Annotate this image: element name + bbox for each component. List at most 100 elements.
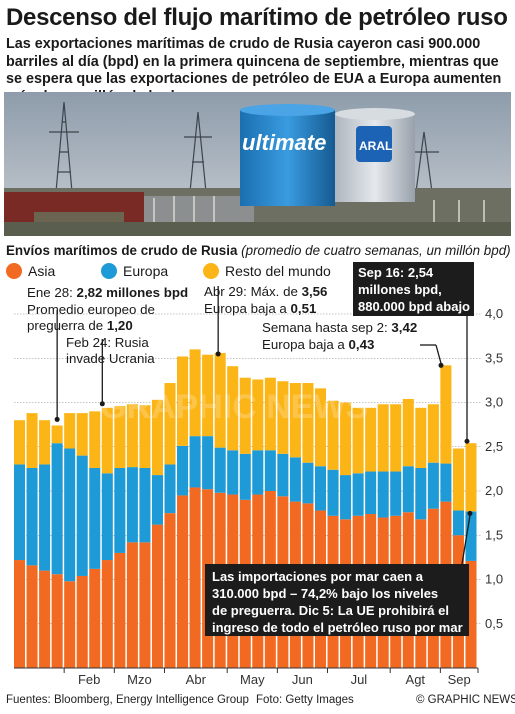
page-title: Descenso del flujo marítimo de petróleo … <box>6 4 508 31</box>
bar-europa <box>264 450 276 491</box>
bar-resto <box>264 377 276 451</box>
bar-europa <box>189 436 201 488</box>
bar-resto <box>139 405 151 468</box>
refinery-photo: ultimate ARAL <box>4 92 511 236</box>
annotation-dot <box>467 510 473 516</box>
bar-europa <box>39 464 51 571</box>
y-tick-label: 0,5 <box>485 616 503 631</box>
annotation-jan28-line3: preguerra de 1,20 <box>27 318 133 333</box>
bar-asia <box>14 560 26 668</box>
bar-asia <box>64 581 76 668</box>
bar-europa <box>164 464 176 514</box>
bar-europa <box>139 467 151 543</box>
x-month-label: Feb <box>78 672 100 687</box>
bar-resto <box>415 407 427 468</box>
bar-europa <box>277 453 289 497</box>
y-tick-label: 2,5 <box>485 439 503 454</box>
bar-europa <box>390 471 402 516</box>
y-tick-label: 1,5 <box>485 527 503 542</box>
bar-europa <box>64 448 76 582</box>
legend-swatch-resto <box>203 263 219 279</box>
bar-resto <box>365 407 377 472</box>
bar-europa <box>101 473 113 561</box>
bar-resto <box>327 400 339 470</box>
legend-label-resto: Resto del mundo <box>225 263 331 279</box>
annotation-dot <box>99 401 105 407</box>
annotation-imports-line2: 310.000 bpd – 74,2% bajo los niveles <box>212 586 438 601</box>
bar-europa <box>252 450 264 495</box>
footer-sources: Fuentes: Bloomberg, Energy Intelligence … <box>6 694 249 706</box>
legend-swatch-asia <box>6 263 22 279</box>
bar-resto <box>126 404 138 468</box>
bar-europa <box>177 445 189 496</box>
bar-europa <box>365 471 377 515</box>
bar-europa <box>239 453 251 500</box>
bar-asia <box>26 565 38 668</box>
bar-asia <box>114 552 126 668</box>
legend-label-europa: Europa <box>123 263 169 279</box>
bar-europa <box>126 467 138 543</box>
bar-europa <box>352 473 364 516</box>
bar-europa <box>289 457 301 502</box>
x-month-label: Abr <box>186 672 207 687</box>
bar-europa <box>440 463 452 502</box>
bar-asia <box>126 542 138 668</box>
photo-sign-right: ARAL <box>359 139 392 153</box>
bar-resto <box>239 377 251 454</box>
bar-asia <box>177 495 189 668</box>
bar-resto <box>51 425 63 444</box>
bar-asia <box>89 568 101 668</box>
y-tick-label: 3,0 <box>485 395 503 410</box>
bar-europa <box>202 436 214 490</box>
annotation-imports-line1: Las importaciones por mar caen a <box>212 569 424 584</box>
bar-europa <box>327 469 339 516</box>
annotation-dot <box>464 438 470 444</box>
watermark: GRAPHIC NEWS <box>100 388 368 426</box>
annotation-sep16-box <box>353 262 474 316</box>
y-tick-label: 1,0 <box>485 572 503 587</box>
annotation-dot <box>438 362 444 368</box>
bar-asia <box>51 574 63 668</box>
bar-resto <box>252 379 264 451</box>
chart-heading: Envíos marítimos de crudo de Rusia (prom… <box>6 243 511 259</box>
x-month-label: May <box>240 672 265 687</box>
annotation-dot <box>215 351 221 357</box>
bar-europa <box>214 447 226 493</box>
bar-europa <box>51 443 63 575</box>
bar-asia <box>139 542 151 668</box>
y-tick-label: 2,0 <box>485 483 503 498</box>
bar-resto <box>452 448 464 511</box>
x-month-label: Mzo <box>127 672 152 687</box>
x-month-label: Sep <box>448 672 471 687</box>
bar-resto <box>14 420 26 465</box>
bar-asia <box>164 513 176 669</box>
bar-europa <box>377 471 389 518</box>
bar-europa <box>14 464 26 561</box>
bar-resto <box>377 404 389 472</box>
bar-europa <box>402 466 414 513</box>
bar-resto <box>64 413 76 449</box>
annotation-imports-line4: ingreso de todo el petróleo ruso por mar <box>212 620 463 635</box>
annotation-sep2-line2: Europa baja a 0,43 <box>262 337 374 352</box>
bar-resto <box>26 413 38 468</box>
bar-asia <box>465 560 477 668</box>
bar-europa <box>415 467 427 520</box>
bar-resto <box>427 404 439 463</box>
bar-resto <box>390 404 402 472</box>
chart-heading-title: Envíos marítimos de crudo de Rusia <box>6 243 238 258</box>
bar-asia <box>76 575 88 668</box>
annotation-imports-box <box>205 564 469 636</box>
annotation-sep16-line2: millones bpd, <box>358 282 442 297</box>
bar-resto <box>89 411 101 468</box>
bar-resto <box>39 420 51 465</box>
annotation-sep16-line1: Sep 16: 2,54 <box>358 265 434 280</box>
bar-resto <box>101 407 113 474</box>
bar-asia <box>151 524 163 668</box>
annotation-imports-line3: de preguerra. Dic 5: La UE prohibirá el <box>212 603 449 618</box>
bar-europa <box>465 511 477 561</box>
annotation-apr29-line1: Abr 29: Máx. de 3,56 <box>204 284 327 299</box>
bar-resto <box>465 443 477 512</box>
annotation-jan28-line2: Promedio europeo de <box>27 302 155 317</box>
bar-resto <box>114 406 126 468</box>
y-tick-label: 4,0 <box>485 306 503 321</box>
